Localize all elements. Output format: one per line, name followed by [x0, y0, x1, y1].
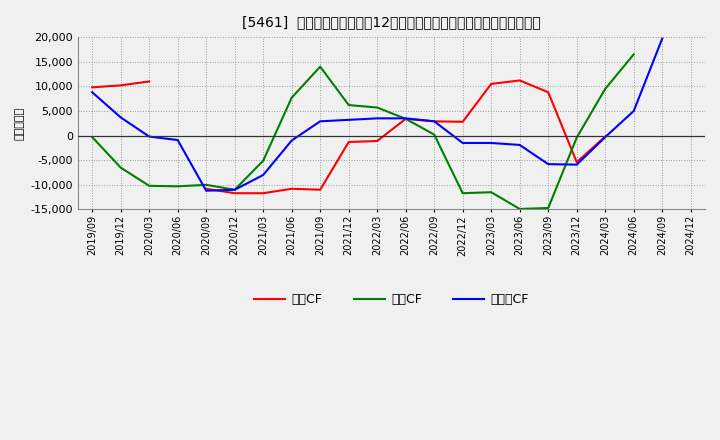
フリーCF: [629, 108, 638, 114]
営業CF: [344, 139, 353, 145]
フリーCF: [316, 119, 325, 124]
投資CF: [401, 116, 410, 121]
投資CF: [316, 64, 325, 69]
投資CF: [287, 95, 296, 100]
投資CF: [174, 183, 182, 189]
フリーCF: [516, 142, 524, 147]
営業CF: [572, 160, 581, 165]
投資CF: [88, 135, 96, 140]
投資CF: [230, 187, 239, 192]
フリーCF: [601, 135, 610, 140]
フリーCF: [373, 116, 382, 121]
営業CF: [259, 191, 268, 196]
投資CF: [544, 205, 552, 211]
営業CF: [287, 186, 296, 191]
フリーCF: [259, 172, 268, 178]
Title: [5461]  キャッシュフローの12か月移動合計の対前年同期増減額の推移: [5461] キャッシュフローの12か月移動合計の対前年同期増減額の推移: [242, 15, 541, 29]
投資CF: [117, 165, 125, 170]
フリーCF: [430, 119, 438, 124]
フリーCF: [174, 137, 182, 143]
営業CF: [230, 191, 239, 196]
投資CF: [430, 132, 438, 137]
投資CF: [145, 183, 153, 188]
投資CF: [629, 52, 638, 57]
フリーCF: [459, 140, 467, 146]
フリーCF: [401, 116, 410, 121]
営業CF: [544, 90, 552, 95]
投資CF: [487, 190, 495, 195]
フリーCF: [487, 140, 495, 146]
投資CF: [572, 135, 581, 140]
投資CF: [202, 182, 210, 187]
営業CF: [459, 119, 467, 125]
Legend: 営業CF, 投資CF, フリーCF: 営業CF, 投資CF, フリーCF: [249, 288, 534, 311]
投資CF: [459, 191, 467, 196]
Y-axis label: （百万円）: （百万円）: [15, 107, 25, 140]
フリーCF: [572, 162, 581, 167]
Line: 営業CF: 営業CF: [92, 81, 662, 193]
フリーCF: [117, 115, 125, 120]
営業CF: [202, 186, 210, 191]
フリーCF: [658, 36, 667, 41]
営業CF: [117, 83, 125, 88]
営業CF: [516, 78, 524, 83]
投資CF: [601, 86, 610, 92]
投資CF: [259, 158, 268, 163]
投資CF: [373, 105, 382, 110]
投資CF: [344, 103, 353, 108]
Line: フリーCF: フリーCF: [92, 39, 662, 191]
営業CF: [658, 116, 667, 121]
営業CF: [487, 81, 495, 87]
営業CF: [316, 187, 325, 192]
営業CF: [430, 119, 438, 124]
フリーCF: [230, 187, 239, 192]
営業CF: [88, 84, 96, 90]
フリーCF: [88, 90, 96, 95]
営業CF: [373, 138, 382, 143]
フリーCF: [287, 138, 296, 143]
フリーCF: [202, 188, 210, 194]
フリーCF: [544, 161, 552, 167]
Line: 投資CF: 投資CF: [92, 55, 634, 209]
投資CF: [516, 206, 524, 212]
営業CF: [401, 116, 410, 121]
営業CF: [145, 79, 153, 84]
営業CF: [601, 134, 610, 139]
フリーCF: [344, 117, 353, 122]
フリーCF: [145, 134, 153, 139]
